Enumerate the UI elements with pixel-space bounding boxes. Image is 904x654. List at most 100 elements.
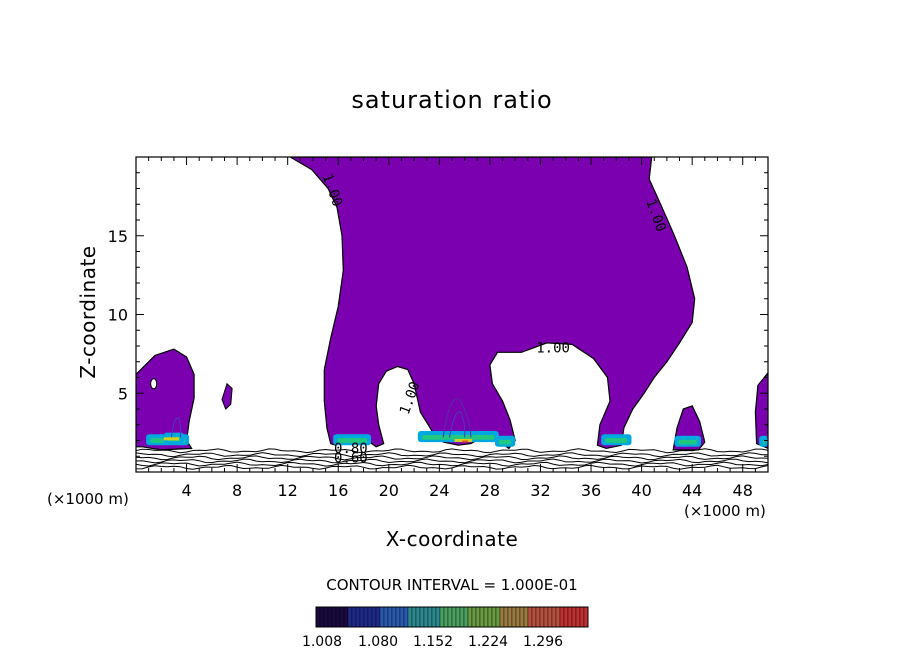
y-tick-label: 15 — [108, 227, 128, 246]
supersaturated-region-right — [754, 371, 768, 450]
x-axis-label: X-coordinate — [385, 527, 519, 551]
y-tick-label: 5 — [118, 384, 128, 403]
surface-contour-line — [136, 464, 768, 470]
colorbar-cell — [319, 606, 325, 628]
colorbar-cell — [583, 606, 589, 628]
supersaturated-region-small — [221, 382, 233, 410]
colorbar-cell — [407, 606, 413, 628]
colorbar-tick-label: 1.152 — [413, 634, 453, 650]
colorbar-cell — [563, 606, 569, 628]
surface-contour-line — [136, 452, 768, 458]
colorbar-cell — [511, 606, 517, 628]
colorbar-cell — [359, 606, 365, 628]
colorbar-cell — [535, 606, 541, 628]
x-tick-label: 36 — [581, 481, 601, 500]
colorbar-cell — [555, 606, 561, 628]
colorbar-tick-label: 1.080 — [358, 634, 398, 650]
peak-saturation-core — [462, 440, 469, 443]
colorbar-tick-label: 1.224 — [468, 634, 508, 650]
colorbar-cell — [423, 606, 429, 628]
x-tick-label: 16 — [328, 481, 348, 500]
colorbar-cell — [431, 606, 437, 628]
colorbar-cell — [339, 606, 345, 628]
colorbar-cell — [499, 606, 505, 628]
colorbar-cell — [543, 606, 549, 628]
high-saturation-core — [498, 439, 512, 445]
y-tick-label: 10 — [108, 306, 128, 325]
colorbar-tick-label: 1.008 — [302, 634, 342, 650]
colorbar-cell — [487, 606, 493, 628]
colorbar-cell — [527, 606, 533, 628]
x-tick-label: 32 — [530, 481, 550, 500]
x-tick-label: 48 — [733, 481, 753, 500]
colorbar-cell — [575, 606, 581, 628]
colorbar-cell — [371, 606, 377, 628]
colorbar-cell — [567, 606, 573, 628]
colorbar-cell — [403, 606, 409, 628]
colorbar-cell — [495, 606, 501, 628]
colorbar-cell — [503, 606, 509, 628]
colorbar-cell — [479, 606, 485, 628]
colorbar-cell — [471, 606, 477, 628]
colorbar-cell — [399, 606, 405, 628]
colorbar-cell — [391, 606, 397, 628]
colorbar-cell — [459, 606, 465, 628]
surface-contour-line — [136, 448, 768, 454]
colorbar-cell — [455, 606, 461, 628]
colorbar-cell — [355, 606, 361, 628]
x-unit-label-left: (×1000 m) — [47, 490, 129, 508]
peak-saturation-core — [163, 437, 179, 441]
peak-saturation-core — [454, 438, 473, 442]
colorbar-cell — [519, 606, 525, 628]
colorbar-cell — [443, 606, 449, 628]
x-tick-label: 4 — [181, 481, 191, 500]
contour-label: 0.80 — [334, 441, 368, 457]
colorbar-cell — [327, 606, 333, 628]
colorbar-cell — [411, 606, 417, 628]
colorbar-cell — [579, 606, 585, 628]
x-tick-label: 44 — [682, 481, 702, 500]
colorbar-cell — [447, 606, 453, 628]
inner-contour — [442, 398, 472, 438]
high-saturation-core — [337, 438, 368, 443]
colorbar-cell — [367, 606, 373, 628]
colorbar-cell — [363, 606, 369, 628]
x-tick-label: 8 — [232, 481, 242, 500]
colorbar-cell — [343, 606, 349, 628]
colorbar-cell — [491, 606, 497, 628]
colorbar-cell — [331, 606, 337, 628]
x-tick-label: 20 — [379, 481, 399, 500]
x-tick-label: 28 — [480, 481, 500, 500]
colorbar-cell — [483, 606, 489, 628]
colorbar-cell — [463, 606, 469, 628]
colorbar-cell — [351, 606, 357, 628]
x-unit-label-right: (×1000 m) — [684, 502, 766, 520]
inner-contour — [170, 417, 182, 438]
inner-contour — [448, 411, 466, 438]
x-tick-label: 40 — [631, 481, 651, 500]
colorbar-cell — [507, 606, 513, 628]
colorbar-cell — [451, 606, 457, 628]
colorbar-cell — [415, 606, 421, 628]
colorbar-cell — [439, 606, 445, 628]
x-tick-label: 12 — [278, 481, 298, 500]
colorbar-cell — [427, 606, 433, 628]
surface-contour-line — [136, 455, 768, 461]
colorbar-cell — [547, 606, 553, 628]
colorbar-cell — [395, 606, 401, 628]
colorbar-cell — [559, 606, 565, 628]
contour-interval-text: CONTOUR INTERVAL = 1.000E-01 — [326, 576, 578, 594]
colorbar-cell — [467, 606, 473, 628]
colorbar-cell — [539, 606, 545, 628]
supersaturated-region-main — [289, 157, 696, 450]
contour-label: 0.60 — [334, 451, 368, 467]
colorbar-cell — [523, 606, 529, 628]
colorbar-cell — [335, 606, 341, 628]
colorbar-cell — [383, 606, 389, 628]
colorbar-cell — [475, 606, 481, 628]
surface-contour-line — [136, 461, 768, 467]
chart-title: saturation ratio — [351, 86, 553, 114]
colorbar-cell — [375, 606, 381, 628]
colorbar-cell — [551, 606, 557, 628]
unsaturated-hole — [150, 378, 158, 390]
